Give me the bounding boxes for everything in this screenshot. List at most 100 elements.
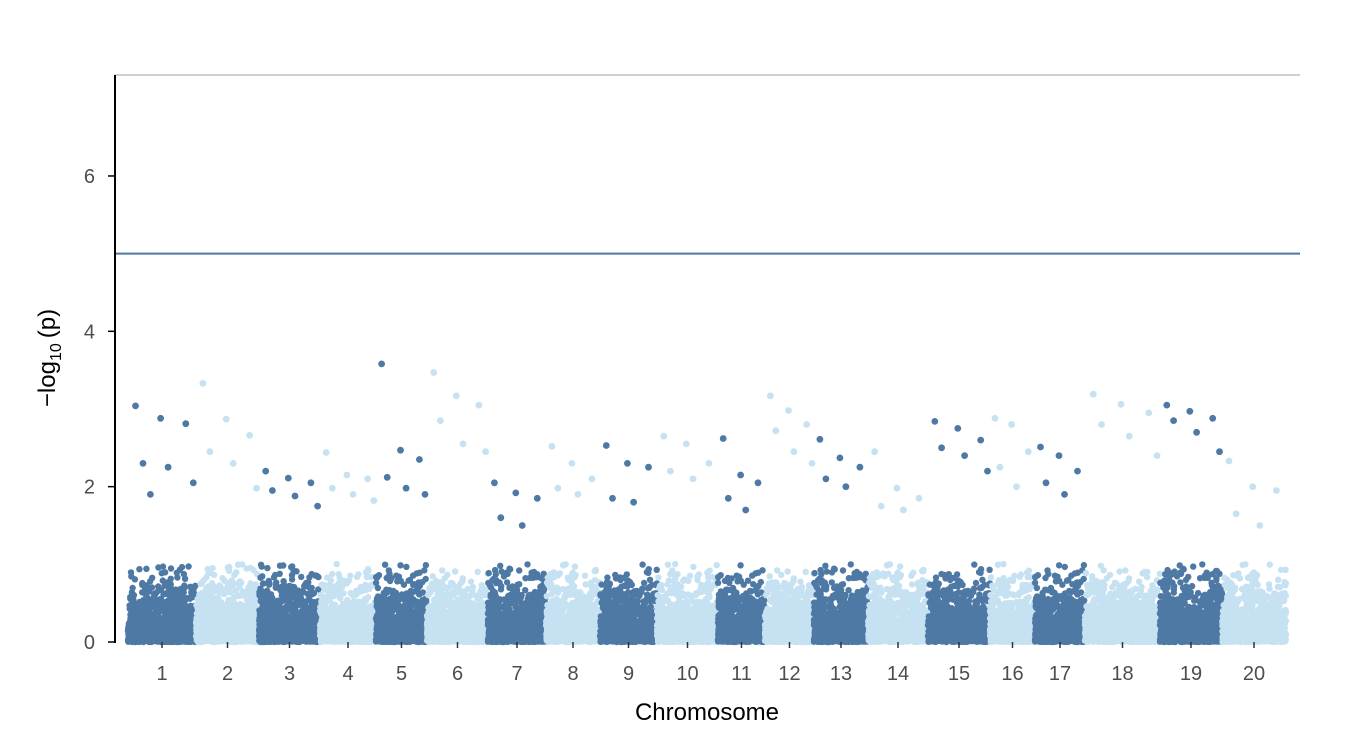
snp-point (231, 572, 237, 578)
snp-point (292, 603, 298, 609)
snp-point (416, 620, 422, 626)
snp-point (283, 612, 289, 618)
snp-point (276, 622, 282, 628)
snp-point (388, 613, 394, 619)
snp-point (250, 567, 256, 573)
snp-point (336, 571, 342, 577)
snp-point (275, 603, 281, 609)
snp-point (168, 565, 174, 571)
snp-point (182, 596, 188, 602)
snp-point (125, 638, 131, 644)
snp-point (375, 597, 381, 603)
snp-top-point (230, 460, 237, 467)
snp-point (176, 597, 182, 603)
snp-point (282, 639, 288, 645)
snp-point (142, 637, 148, 643)
snp-point (188, 589, 194, 595)
snp-point (133, 604, 139, 610)
snp-point (295, 620, 301, 626)
snp-point (338, 604, 344, 610)
snp-point (331, 590, 337, 596)
chromosome-3-points (256, 468, 323, 646)
snp-point (407, 613, 413, 619)
snp-point (155, 587, 161, 593)
snp-top-point (397, 447, 404, 454)
snp-top-point (364, 476, 371, 483)
snp-point (319, 614, 325, 620)
snp-point (277, 614, 283, 620)
snp-point (315, 574, 321, 580)
snp-point (360, 587, 366, 593)
snp-point (136, 566, 142, 572)
snp-point (382, 562, 388, 568)
snp-top-point (147, 491, 154, 498)
snp-point (226, 586, 232, 592)
snp-point (289, 576, 295, 582)
snp-point (386, 567, 392, 573)
snp-point (152, 604, 158, 610)
snp-top-point (157, 415, 164, 422)
snp-point (225, 565, 231, 571)
chromosome-6-points (424, 369, 491, 645)
snp-point (239, 561, 245, 567)
snp-point (336, 585, 342, 591)
snp-top-point (140, 460, 147, 467)
snp-point (130, 617, 136, 623)
snp-point (394, 603, 400, 609)
snp-point (130, 632, 136, 638)
snp-point (181, 585, 187, 591)
snp-point (158, 619, 164, 625)
snp-point (206, 583, 212, 589)
snp-point (305, 607, 311, 613)
snp-point (293, 612, 299, 618)
snp-point (185, 563, 191, 569)
snp-point (334, 561, 340, 567)
snp-point (393, 590, 399, 596)
snp-point (374, 618, 380, 624)
snp-point (129, 585, 135, 591)
snp-point (230, 601, 236, 607)
snp-top-point (165, 464, 172, 471)
snp-point (296, 635, 302, 641)
snp-point (160, 563, 166, 569)
snp-point (207, 591, 213, 597)
snp-point (207, 636, 213, 642)
snp-point (165, 620, 171, 626)
snp-point (405, 625, 411, 631)
snp-top-point (378, 361, 385, 368)
snp-point (234, 639, 240, 645)
snp-point (163, 635, 169, 641)
snp-point (222, 635, 228, 641)
chromosome-2-points (193, 380, 262, 645)
snp-point (198, 581, 204, 587)
snp-top-point (285, 475, 292, 482)
snp-point (340, 626, 346, 632)
snp-top-point (292, 493, 299, 500)
snp-point (256, 592, 262, 598)
snp-point (381, 632, 387, 638)
snp-point (414, 570, 420, 576)
snp-point (279, 593, 285, 599)
snp-point (233, 587, 239, 593)
snp-point (156, 630, 162, 636)
snp-top-point (422, 491, 429, 498)
snp-point (397, 562, 403, 568)
snp-point (323, 624, 329, 630)
snp-point (244, 636, 250, 642)
snp-point (263, 619, 269, 625)
snp-point (393, 638, 399, 644)
snp-point (307, 592, 313, 598)
snp-point (363, 598, 369, 604)
snp-point (272, 572, 278, 578)
snp-point (417, 599, 423, 605)
snp-top-point (132, 403, 139, 410)
snp-top-point (246, 432, 253, 439)
snp-point (160, 577, 166, 583)
snp-point (167, 601, 173, 607)
snp-point (345, 616, 351, 622)
snp-point (209, 565, 215, 571)
snp-point (215, 614, 221, 620)
snp-point (286, 623, 292, 629)
snp-point (251, 610, 257, 616)
snp-top-point (416, 456, 423, 463)
